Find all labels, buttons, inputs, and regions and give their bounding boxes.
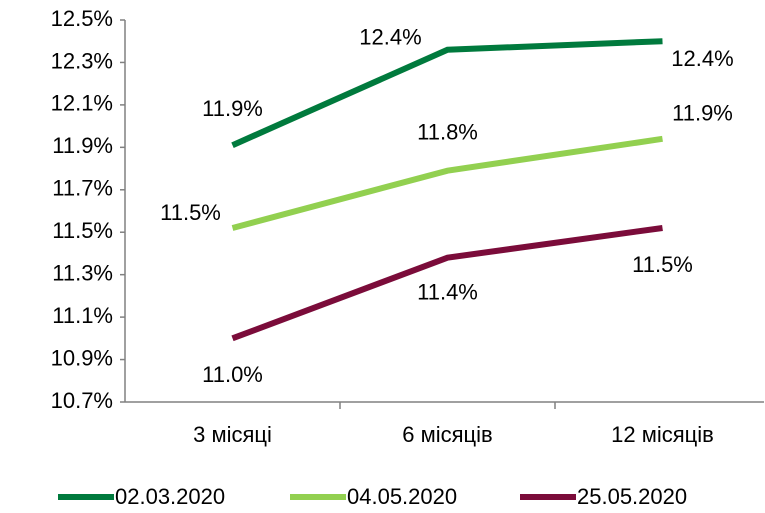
y-tick-label: 10.7% (51, 388, 113, 413)
data-label: 11.4% (417, 280, 478, 305)
y-tick-label: 11.9% (52, 133, 113, 158)
data-label: 11.9% (202, 96, 263, 121)
legend-label: 04.05.2020 (347, 484, 457, 509)
data-label: 12.4% (671, 46, 733, 71)
y-tick-label: 10.9% (51, 345, 113, 370)
line-series (231, 135, 663, 231)
y-tick-label: 11.1% (52, 303, 113, 328)
y-tick-label: 11.3% (52, 260, 113, 285)
x-tick-label: 12 місяців (611, 422, 714, 447)
y-tick-label: 12.1% (51, 91, 113, 116)
data-label: 12.4% (359, 25, 421, 50)
line-series (231, 225, 663, 342)
legend-label: 25.05.2020 (577, 484, 687, 509)
y-tick-label: 12.3% (51, 48, 113, 73)
data-label: 11.9% (672, 101, 733, 126)
legend-label: 02.03.2020 (115, 484, 225, 509)
y-tick-label: 11.7% (52, 176, 113, 201)
line-series (231, 38, 663, 148)
data-label: 11.5% (632, 252, 693, 277)
x-tick-label: 3 місяці (193, 422, 272, 447)
data-label: 11.8% (417, 119, 478, 144)
x-tick-label: 6 місяців (402, 422, 492, 447)
data-label: 11.0% (202, 362, 263, 387)
y-tick-label: 12.5% (51, 6, 113, 31)
y-tick-label: 11.5% (52, 218, 113, 243)
data-label: 11.5% (160, 200, 221, 225)
